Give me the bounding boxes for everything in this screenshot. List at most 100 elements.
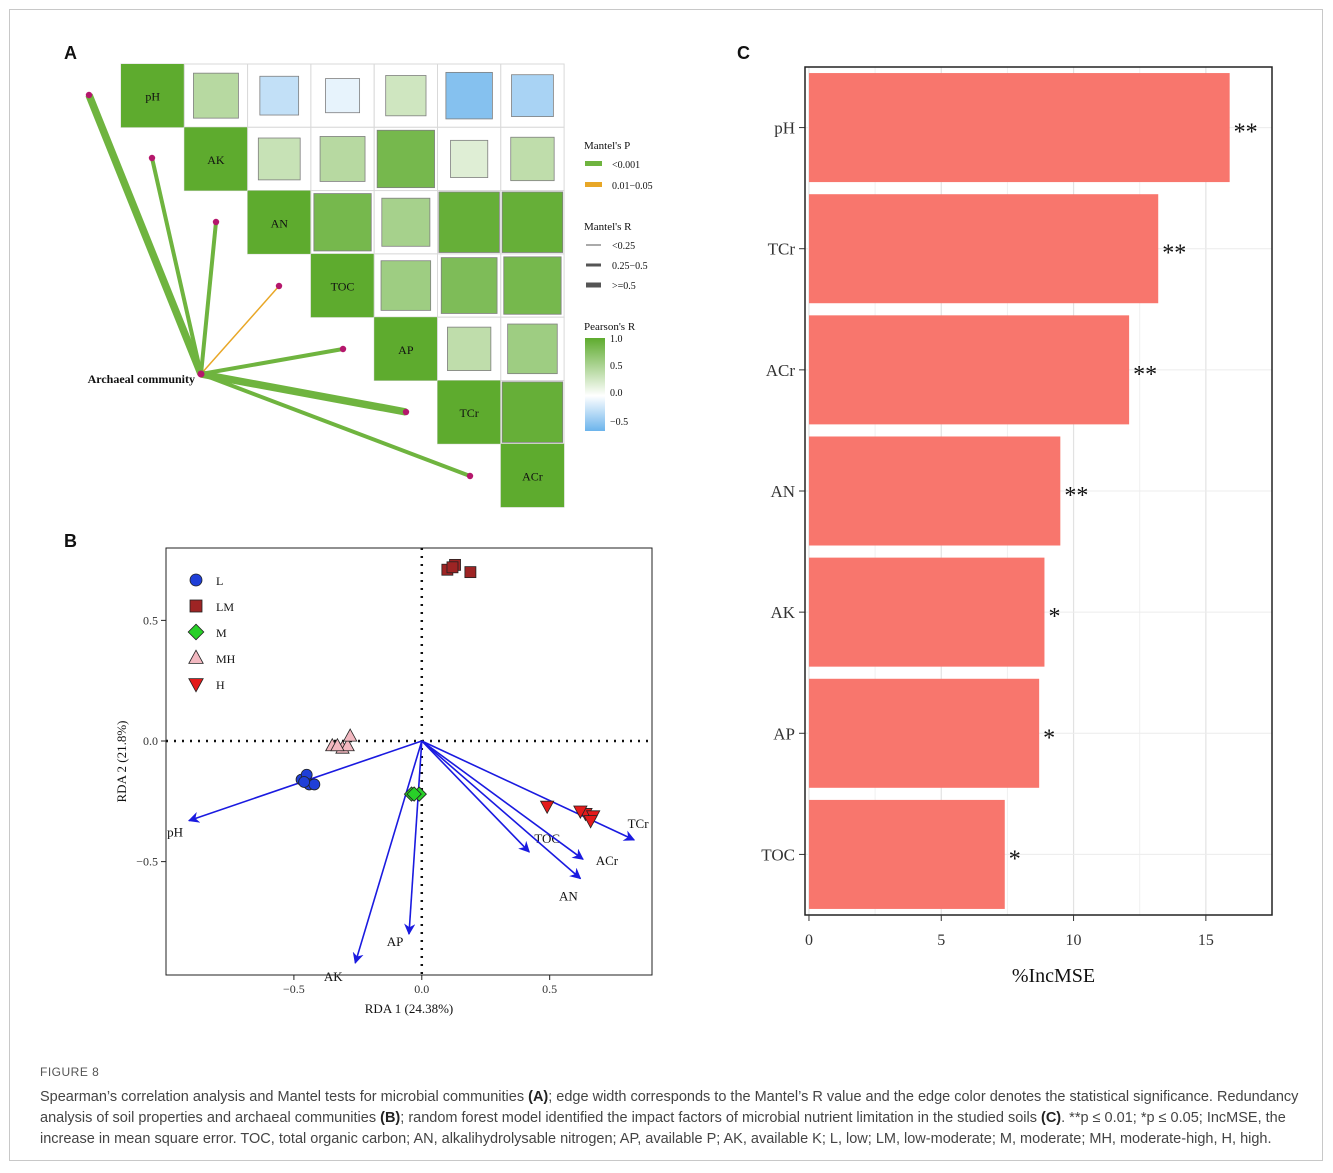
- correlation-square: [440, 257, 498, 314]
- variable-label: ACr: [522, 469, 543, 483]
- community-node: [197, 370, 205, 378]
- diagonal-cell-AP: [374, 317, 438, 381]
- legend-label-M: M: [216, 626, 227, 640]
- mantel-edge-pH: [85, 93, 205, 376]
- panel-label-a: A: [64, 43, 77, 63]
- point-H: [583, 815, 598, 829]
- arrow-label-AP: AP: [387, 934, 404, 949]
- panel-a-correlation: pH AK AN TOC AP TCr ACr Archaeal community Mante…: [85, 63, 653, 508]
- correlation-square: [511, 74, 554, 117]
- mantel-node: [275, 282, 283, 290]
- point-L: [298, 776, 311, 788]
- category-label-AN: AN: [770, 482, 795, 501]
- correlation-square: [385, 75, 427, 117]
- mantel-edge-ACr: [200, 372, 471, 478]
- significance-TCr: **: [1162, 241, 1186, 267]
- correlation-square: [507, 323, 558, 375]
- bar-pH: [808, 73, 1230, 183]
- mantel-node: [402, 408, 410, 416]
- caption-text-3: ; random forest model identified the imp…: [400, 1110, 1041, 1126]
- arrow-label-TOC: TOC: [534, 831, 560, 846]
- correlation-square: [445, 71, 493, 120]
- mantel-node: [85, 91, 93, 99]
- legend-pearson-tick: 0.0: [610, 388, 623, 399]
- legend-label-LM: LM: [216, 600, 234, 614]
- significance-AK: *: [1048, 604, 1060, 630]
- diagonal-cell-ACr: [500, 443, 565, 508]
- bar-TCr: [808, 194, 1159, 304]
- correlation-square: [313, 193, 372, 252]
- significance-ACr: **: [1133, 362, 1157, 388]
- point-H: [573, 805, 588, 819]
- category-label-TOC: TOC: [761, 845, 795, 864]
- correlation-square: [319, 136, 366, 182]
- mantel-node: [148, 154, 156, 162]
- figure-canvas: pH AK AN TOC AP TCr ACr Archaeal community Mante…: [85, 63, 1273, 1016]
- correlation-square: [376, 129, 435, 189]
- correlation-square: [438, 191, 500, 253]
- legend-pearson-tick: 1.0: [610, 334, 623, 345]
- variable-label: TCr: [459, 406, 478, 420]
- bar-ACr: [808, 315, 1130, 425]
- significance-TOC: *: [1009, 846, 1021, 872]
- significance-AP: *: [1043, 725, 1055, 751]
- figure-title: FIGURE 8: [40, 1065, 100, 1079]
- mantel-node: [212, 218, 220, 226]
- bar-AP: [808, 678, 1040, 788]
- caption-ref-a: (A): [528, 1089, 549, 1105]
- correlation-square: [380, 260, 432, 311]
- legend-marker-H: [188, 678, 204, 693]
- correlation-square: [257, 137, 301, 181]
- x-tick-label: 15: [1198, 932, 1214, 949]
- community-label: Archaeal community: [88, 372, 195, 386]
- bar-plot-frame: [804, 66, 1273, 916]
- correlation-square: [193, 72, 239, 119]
- correlation-square: [510, 136, 555, 182]
- point-H: [539, 800, 555, 815]
- legend-mantel-p-label: <0.001: [612, 160, 640, 171]
- legend-marker-MH: [188, 649, 204, 664]
- caption-ref-b: (B): [380, 1110, 401, 1126]
- y-axis-label: RDA 2 (21.8%): [114, 721, 129, 803]
- diagonal-cell-AK: [184, 127, 248, 191]
- arrow-label-ACr: ACr: [596, 853, 619, 868]
- mantel-node: [466, 472, 474, 480]
- y-tick-label: −0.5: [136, 855, 158, 869]
- x-tick-label: −0.5: [283, 982, 305, 996]
- figure-caption: FIGURE 8 Spearman’s correlation analysis…: [40, 1062, 1300, 1150]
- point-M: [406, 786, 422, 802]
- arrow-TCr: [421, 740, 636, 841]
- correlation-square: [259, 75, 300, 116]
- bar-AK: [808, 557, 1045, 667]
- bar-AN: [808, 436, 1061, 546]
- arrow-TOC: [421, 740, 531, 853]
- correlation-square: [501, 191, 564, 253]
- diagonal-cell-pH: [121, 64, 185, 128]
- panel-c-random-forest: pH ** TCr ** ACr ** AN ** AK * AP * TOC * 0 5 10 15 %IncMS…: [761, 66, 1273, 987]
- mantel-edge-AK: [150, 157, 203, 375]
- panel-b-rda: −0.5 0.0 0.5 0.5 0.0 −0.5 RDA 1 (24.38%) RDA 2 …: [114, 547, 653, 1016]
- arrow-ACr: [421, 740, 584, 860]
- legend-marker-LM: [189, 599, 203, 613]
- legend-mantel-p-label: 0.01−0.05: [612, 181, 653, 192]
- point-MH: [340, 737, 355, 752]
- legend-marker-M: [187, 623, 205, 641]
- caption-text-4: . **p ≤ 0.01; *p ≤ 0.05; IncMSE, the inc…: [40, 1110, 1286, 1147]
- mantel-edge-TCr: [200, 370, 407, 416]
- category-label-AP: AP: [773, 724, 795, 743]
- point-LM: [446, 561, 459, 574]
- legend-marker-L: [189, 573, 203, 587]
- legend-pearson-tick: −0.5: [610, 417, 628, 428]
- point-MH: [342, 728, 358, 742]
- correlation-square: [325, 78, 361, 114]
- x-tick-label: 0.5: [542, 982, 557, 996]
- bar-TOC: [808, 799, 1005, 909]
- mantel-node: [339, 345, 347, 353]
- panel-label-b: B: [64, 531, 77, 551]
- arrow-AK: [352, 740, 423, 965]
- x-axis-label: RDA 1 (24.38%): [365, 1001, 453, 1016]
- legend-mantel-r-label: >=0.5: [612, 281, 636, 292]
- significance-pH: **: [1234, 120, 1258, 146]
- correlation-square: [501, 381, 564, 443]
- variable-label: AP: [398, 343, 414, 357]
